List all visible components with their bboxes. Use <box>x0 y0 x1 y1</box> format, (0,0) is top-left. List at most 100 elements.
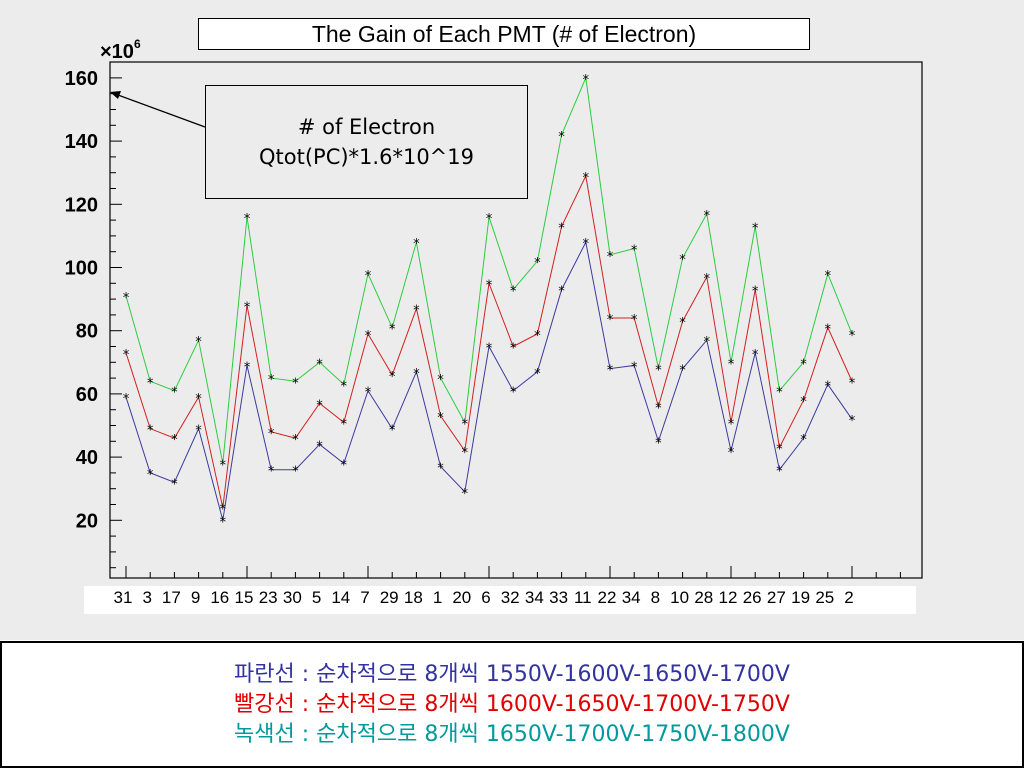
data-point-blue: * <box>533 367 541 382</box>
data-point-green: * <box>558 130 566 145</box>
data-point-red: * <box>412 304 420 319</box>
data-point-red: * <box>824 323 832 338</box>
data-point-red: * <box>316 398 324 413</box>
x-tick-label: 23 <box>258 588 278 607</box>
x-tick-label: 7 <box>360 588 370 607</box>
data-point-blue: * <box>340 458 348 473</box>
data-point-blue: * <box>751 348 759 363</box>
data-point-blue: * <box>461 487 469 502</box>
data-point-blue: * <box>775 465 783 480</box>
x-tick-label: 16 <box>210 588 230 607</box>
data-point-green: * <box>437 373 445 388</box>
data-point-blue: * <box>388 424 396 439</box>
data-point-blue: * <box>412 367 420 382</box>
data-point-green: * <box>582 73 590 88</box>
x-axis <box>125 566 901 578</box>
x-tick-label: 15 <box>234 588 254 607</box>
data-point-green: * <box>848 329 856 344</box>
legend-blue-voltages: 1550V-1600V-1650V-1700V <box>485 661 790 687</box>
legend-blue-sep: : <box>294 661 317 687</box>
data-point-red: * <box>195 392 203 407</box>
data-point-blue: * <box>146 468 154 483</box>
legend-red-sep: : <box>294 691 317 717</box>
data-point-green: * <box>170 386 178 401</box>
x-tick-label: 34 <box>621 588 641 607</box>
data-point-red: * <box>340 417 348 432</box>
data-point-blue: * <box>195 424 203 439</box>
legend-red: 빨강선 : 순차적으로 8개씩 1600V-1650V-1700V-1750V <box>234 690 790 720</box>
y-tick-label: 160 <box>65 68 98 90</box>
data-point-green: * <box>267 373 275 388</box>
y-multiplier: ×106 <box>100 37 141 63</box>
legend-blue-name: 파란선 <box>234 661 295 687</box>
data-point-blue: * <box>679 364 687 379</box>
x-tick-label: 29 <box>379 588 399 607</box>
data-point-green: * <box>606 250 614 265</box>
x-tick-label: 3 <box>142 588 152 607</box>
data-point-red: * <box>703 272 711 287</box>
data-point-green: * <box>146 376 154 391</box>
data-point-red: * <box>751 285 759 300</box>
legend-blue-text: 순차적으로 8개씩 <box>316 661 486 687</box>
data-point-green: * <box>533 256 541 271</box>
y-tick-label: 140 <box>65 131 98 153</box>
x-tick-label: 30 <box>282 588 302 607</box>
data-point-blue: * <box>122 392 130 407</box>
x-tick-label: 33 <box>549 588 569 607</box>
data-point-red: * <box>267 427 275 442</box>
data-point-blue: * <box>703 335 711 350</box>
data-point-green: * <box>388 323 396 338</box>
x-tick-label: 10 <box>670 588 690 607</box>
y-tick-label: 40 <box>76 447 98 469</box>
data-point-blue: * <box>364 386 372 401</box>
x-tick-label: 9 <box>190 588 201 607</box>
data-point-blue: * <box>219 515 227 530</box>
annotation-line-1: # of Electron <box>297 115 436 139</box>
x-labels-strip: 31 3 17 9 16 15 23 30 5 14 7 29 18 1 20 6 32 34 33 11 22 34 8 1… <box>84 586 916 614</box>
y-tick-label: 60 <box>76 384 98 406</box>
data-point-green: * <box>195 335 203 350</box>
x-tick-label: 17 <box>161 588 181 607</box>
data-point-red: * <box>388 370 396 385</box>
data-point-blue: * <box>606 364 614 379</box>
data-point-blue: * <box>824 379 832 394</box>
x-tick-label: 5 <box>311 588 322 607</box>
data-point-blue: * <box>170 477 178 492</box>
data-point-green: * <box>364 269 372 284</box>
legend-green-voltages: 1650V-1700V-1750V-1800V <box>485 721 790 747</box>
data-point-blue: * <box>509 386 517 401</box>
x-tick-label: 2 <box>844 588 854 607</box>
legend-blue: 파란선 : 순차적으로 8개씩 1550V-1600V-1650V-1700V <box>234 660 790 690</box>
legend-box: 파란선 : 순차적으로 8개씩 1550V-1600V-1650V-1700V … <box>0 641 1024 768</box>
data-point-green: * <box>412 237 420 252</box>
y-multiplier-exp: 6 <box>134 37 141 51</box>
data-point-red: * <box>461 446 469 461</box>
legend-green-sep: : <box>294 721 317 747</box>
data-point-green: * <box>243 212 251 227</box>
data-point-blue: * <box>291 465 299 480</box>
annotation-box: # of Electron Qtot(PC)*1.6*10^19 <box>205 85 528 199</box>
data-point-green: * <box>316 357 324 372</box>
data-point-blue: * <box>654 436 662 451</box>
data-point-red: * <box>582 171 590 186</box>
data-point-blue: * <box>630 360 638 375</box>
annotation-arrowhead <box>110 91 121 99</box>
data-point-green: * <box>340 379 348 394</box>
data-point-green: * <box>800 357 808 372</box>
data-point-red: * <box>630 313 638 328</box>
series-line-red <box>125 174 853 508</box>
y-multiplier-base: ×10 <box>100 41 134 63</box>
series-line-green <box>125 76 853 464</box>
y-tick-label: 20 <box>76 510 98 532</box>
data-point-red: * <box>437 411 445 426</box>
chart-area: 20 40 60 80 100 120 140 160 * * * * * * * * * * * * * * * * * * *… <box>0 0 1024 640</box>
legend-red-text: 순차적으로 8개씩 <box>316 691 486 717</box>
data-point-green: * <box>509 285 517 300</box>
y-tick-label: 120 <box>65 194 98 216</box>
x-tick-label: 18 <box>403 588 423 607</box>
data-point-blue: * <box>800 433 808 448</box>
data-point-red: * <box>727 417 735 432</box>
data-point-red: * <box>243 300 251 315</box>
data-point-red: * <box>800 395 808 410</box>
data-point-red: * <box>219 503 227 518</box>
